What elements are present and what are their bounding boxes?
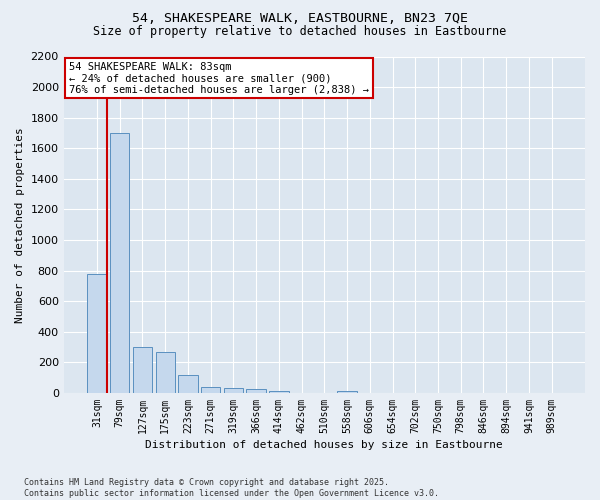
- Text: Contains HM Land Registry data © Crown copyright and database right 2025.
Contai: Contains HM Land Registry data © Crown c…: [24, 478, 439, 498]
- Text: 54, SHAKESPEARE WALK, EASTBOURNE, BN23 7QE: 54, SHAKESPEARE WALK, EASTBOURNE, BN23 7…: [132, 12, 468, 26]
- Bar: [247, 389, 266, 393]
- Bar: [201, 387, 220, 393]
- Bar: [133, 347, 152, 393]
- Text: 54 SHAKESPEARE WALK: 83sqm
← 24% of detached houses are smaller (900)
76% of sem: 54 SHAKESPEARE WALK: 83sqm ← 24% of deta…: [69, 62, 369, 94]
- Y-axis label: Number of detached properties: Number of detached properties: [15, 127, 25, 322]
- Bar: [269, 391, 289, 393]
- Bar: [155, 352, 175, 393]
- X-axis label: Distribution of detached houses by size in Eastbourne: Distribution of detached houses by size …: [145, 440, 503, 450]
- Bar: [110, 133, 130, 393]
- Bar: [178, 374, 197, 393]
- Bar: [88, 274, 107, 393]
- Bar: [224, 388, 243, 393]
- Text: Size of property relative to detached houses in Eastbourne: Size of property relative to detached ho…: [94, 25, 506, 38]
- Bar: [337, 391, 357, 393]
